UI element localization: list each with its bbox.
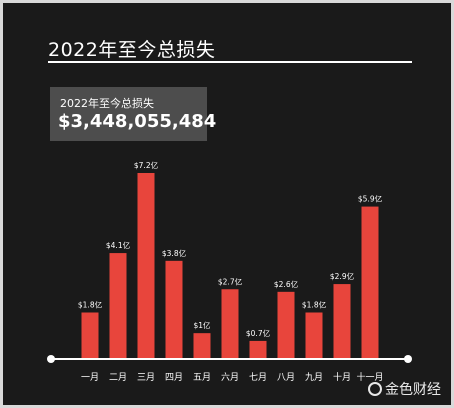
data-label-1: $1.8亿 (78, 300, 103, 310)
bar-5 (193, 333, 211, 359)
data-label-10: $2.9亿 (330, 271, 355, 281)
bar-6 (221, 289, 239, 359)
x-tick-label-8: 八月 (277, 372, 295, 383)
x-tick-label-1: 一月 (81, 372, 99, 383)
data-label-4: $3.8亿 (162, 248, 187, 258)
data-label-6: $2.7亿 (218, 276, 243, 286)
x-tick-label-10: 十月 (333, 371, 351, 383)
watermark: 金色财经 (368, 379, 441, 399)
x-tick-label-4: 四月 (165, 372, 183, 383)
x-tick-label-3: 三月 (137, 372, 155, 383)
brand-logo-icon (368, 382, 382, 396)
x-tick-label-7: 七月 (249, 372, 267, 383)
data-label-2: $4.1亿 (106, 240, 131, 250)
data-label-8: $2.6亿 (274, 279, 299, 289)
x-tick-label-9: 九月 (305, 372, 323, 383)
x-tick-label-2: 二月 (109, 372, 127, 383)
bar-3 (137, 173, 155, 359)
bar-11 (361, 206, 379, 359)
x-axis-end-dot (404, 355, 412, 363)
x-tick-label-6: 六月 (221, 371, 239, 383)
bar-7 (249, 340, 267, 359)
data-label-5: $1亿 (193, 320, 211, 330)
title-underline (48, 61, 412, 63)
total-loss-value: $3,448,055,484 (58, 111, 217, 132)
watermark-text: 金色财经 (385, 382, 441, 398)
data-label-9: $1.8亿 (302, 300, 327, 310)
bar-2 (109, 253, 127, 359)
data-label-11: $5.9亿 (358, 194, 383, 204)
x-tick-label-5: 五月 (193, 372, 211, 383)
data-label-7: $0.7亿 (246, 328, 271, 338)
x-tick-label-11: 十一月 (356, 371, 383, 383)
total-loss-label: 2022年至今总损失 (60, 97, 154, 110)
data-label-3: $7.2亿 (134, 160, 159, 170)
x-axis-start-dot (47, 355, 55, 363)
bar-9 (305, 312, 323, 359)
chart-title: 2022年至今总损失 (48, 39, 216, 61)
bar-8 (277, 291, 295, 359)
bar-4 (165, 260, 183, 359)
bar-10 (333, 284, 351, 359)
total-loss-card: 2022年至今总损失 $3,448,055,484 (50, 87, 216, 141)
bar-1 (81, 312, 99, 359)
